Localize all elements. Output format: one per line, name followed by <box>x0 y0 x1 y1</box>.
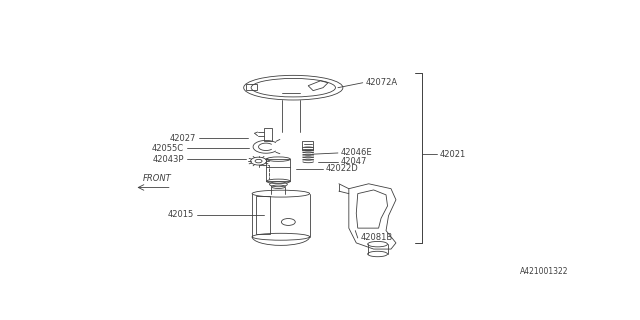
Text: 42047: 42047 <box>341 157 367 166</box>
Text: 42072A: 42072A <box>365 78 398 87</box>
Text: 42055C: 42055C <box>152 144 184 153</box>
Text: 42022D: 42022D <box>326 164 359 173</box>
Text: 42046E: 42046E <box>341 148 372 157</box>
Text: 42043P: 42043P <box>152 155 184 164</box>
Text: 42081B: 42081B <box>361 234 393 243</box>
Bar <box>246 84 257 90</box>
Text: FRONT: FRONT <box>143 173 172 182</box>
Bar <box>302 141 313 150</box>
Bar <box>264 128 273 141</box>
Text: 42027: 42027 <box>170 134 196 143</box>
Text: A421001322: A421001322 <box>520 267 568 276</box>
Text: 42015: 42015 <box>167 210 193 219</box>
Bar <box>256 196 270 234</box>
Text: 42021: 42021 <box>440 150 467 159</box>
Bar <box>266 159 291 181</box>
